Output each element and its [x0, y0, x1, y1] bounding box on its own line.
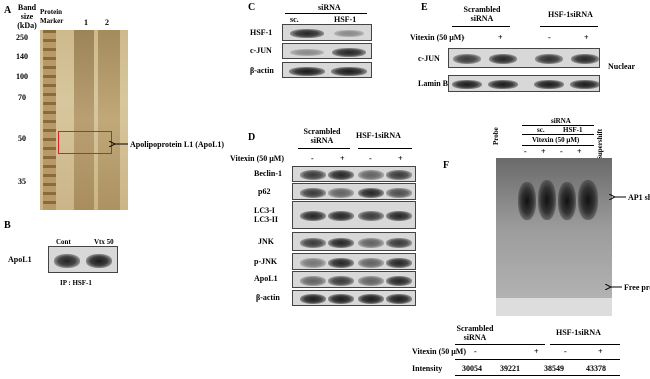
group-label: HSF-1siRNA — [356, 131, 401, 140]
row-label: ApoL1 — [8, 255, 32, 264]
ladder-label: 100 — [16, 72, 28, 81]
row-label: HSF-1 — [250, 28, 273, 37]
sign: + — [340, 154, 345, 163]
sign: + — [498, 33, 503, 42]
row-label: LC3-I — [254, 206, 275, 215]
band-label: AP1 shift — [628, 193, 650, 202]
row-label: ApoL1 — [254, 274, 278, 283]
group-label: Scrambled siRNA — [463, 5, 501, 23]
blot — [282, 62, 372, 78]
row-label: c-JUN — [418, 54, 440, 63]
sign: - — [462, 33, 465, 42]
blot — [292, 232, 416, 251]
table-group: Scrambled siRNA — [456, 324, 494, 342]
row-label: LC3-II — [254, 215, 279, 224]
blot — [292, 271, 416, 288]
blot — [448, 75, 600, 92]
band-label: Apolipoprotein L1 (ApoL1) — [130, 140, 225, 149]
treatment-label: Vitexin (50 μM) — [412, 347, 467, 356]
blot — [48, 246, 118, 273]
group-label: siRNA — [318, 3, 341, 12]
panel-letter: C — [248, 2, 256, 13]
row-label: Beclin-1 — [254, 169, 282, 178]
lane-label: Cont — [56, 238, 71, 246]
blot — [292, 183, 416, 200]
sign: - — [369, 154, 372, 163]
panel-letter: D — [248, 132, 256, 143]
subgroup-label: HSF-1 — [563, 126, 583, 134]
sign: - — [474, 347, 477, 356]
row-label: Lamin B — [418, 79, 449, 88]
treatment-label: Vitexin (50 μM) — [410, 33, 465, 42]
blot — [292, 290, 416, 306]
row-label: p62 — [258, 187, 271, 196]
blot — [292, 201, 416, 229]
sign: + — [584, 33, 589, 42]
group-label: Scrambled siRNA — [303, 127, 341, 145]
intensity-value: 39221 — [500, 364, 520, 373]
lane-label: Vtx 50 — [94, 238, 114, 246]
silver-gel — [40, 30, 128, 210]
ip-label: IP : HSF-1 — [60, 279, 92, 287]
intensity-value: 38549 — [544, 364, 564, 373]
emsa-gel — [496, 158, 612, 316]
lane-label: 2 — [105, 18, 109, 27]
sign: - — [524, 147, 527, 156]
lane-label: HSF-1 — [334, 15, 357, 24]
panel-letter: B — [4, 220, 11, 231]
sign: - — [311, 154, 314, 163]
table-group: HSF-1siRNA — [556, 328, 601, 337]
panel-letter: F — [443, 160, 450, 171]
sign: - — [548, 33, 551, 42]
sign: + — [598, 347, 603, 356]
lane-label: 1 — [84, 18, 88, 27]
lane-label: sc. — [290, 15, 299, 24]
intensity-value: 30054 — [462, 364, 482, 373]
intensity-value: 43378 — [586, 364, 606, 373]
sign: + — [577, 147, 582, 156]
marker-label: Protein Marker — [40, 8, 64, 25]
band-size-label: Band size (kDa) — [17, 3, 37, 30]
row-label: β-actin — [256, 293, 280, 302]
group-label: siRNA — [551, 117, 571, 125]
blot — [282, 43, 372, 59]
sign: + — [534, 347, 539, 356]
ladder-label: 70 — [18, 93, 26, 102]
ladder-label: 35 — [18, 177, 26, 186]
row-label: JNK — [258, 237, 274, 246]
treatment-label: Vitexin (50 μM) — [230, 154, 285, 163]
sign: - — [560, 147, 563, 156]
blot — [282, 24, 372, 41]
panel-letter: E — [421, 2, 428, 13]
blot — [292, 166, 416, 182]
sign: + — [398, 154, 403, 163]
sign: + — [541, 147, 546, 156]
fraction-label: Nuclear — [608, 62, 636, 71]
ladder-label: 250 — [16, 33, 28, 42]
row-label: c-JUN — [250, 46, 272, 55]
sign: - — [564, 347, 567, 356]
intensity-label: Intensity — [412, 364, 443, 373]
blot — [448, 48, 600, 68]
subgroup-label: sc. — [537, 126, 545, 134]
ladder-label: 140 — [16, 52, 28, 61]
group-label: HSF-1siRNA — [548, 10, 593, 19]
row-label: p-JNK — [254, 257, 278, 266]
blot — [292, 253, 416, 270]
band-label: Free probe — [624, 283, 650, 292]
treatment-label: Vitexin (50 μM) — [532, 136, 580, 144]
panel-letter: A — [4, 5, 12, 16]
row-label: β-actin — [250, 66, 274, 75]
ladder-label: 50 — [18, 134, 26, 143]
